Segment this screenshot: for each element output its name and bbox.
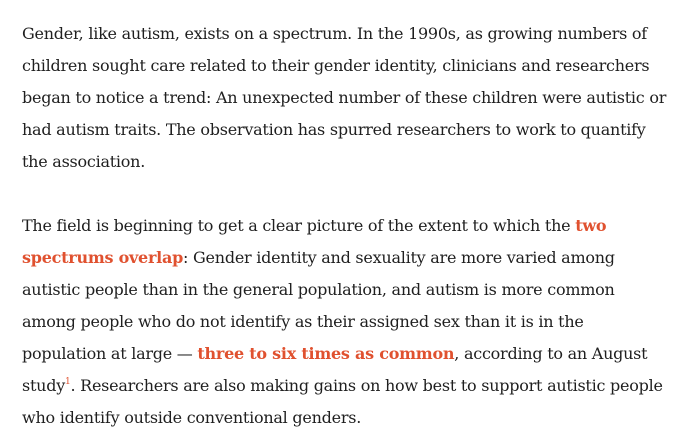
link-three-to-six-times[interactable]: three to six times as common xyxy=(197,344,455,363)
paragraph-2-text-b: : Gender identity and sexuality are more… xyxy=(22,248,615,363)
link-two-spectrums-overlap[interactable]: two spectrums overlap xyxy=(22,216,607,267)
article-body: Gender, like autism, exists on a spectru… xyxy=(22,18,672,434)
paragraph-2-text-c: , according to an August study xyxy=(22,344,648,395)
paragraph-2-text-d: . Researchers are also making gains on h… xyxy=(22,376,663,427)
paragraph-2-text-a: The field is beginning to get a clear pi… xyxy=(22,216,576,235)
paragraph-2: The field is beginning to get a clear pi… xyxy=(22,210,672,434)
paragraph-1: Gender, like autism, exists on a spectru… xyxy=(22,24,667,171)
footnote-marker[interactable]: 1 xyxy=(64,376,71,387)
